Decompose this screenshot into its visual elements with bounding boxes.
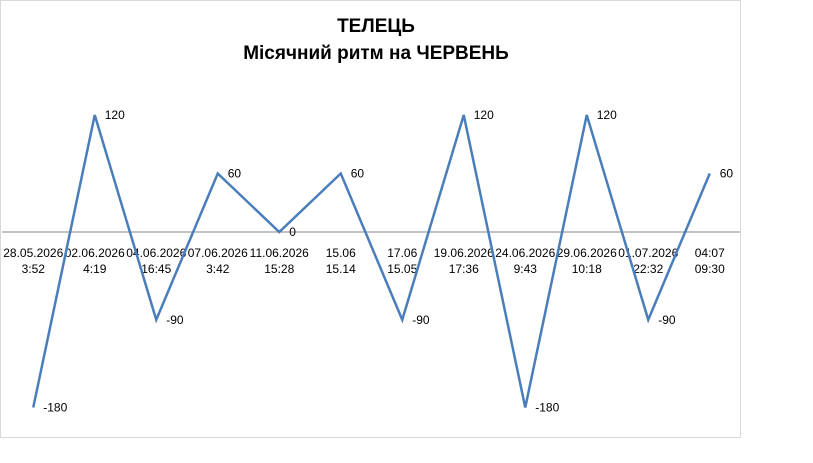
x-tick-label: 4:19 <box>83 262 107 276</box>
data-label: -90 <box>166 313 184 327</box>
x-tick-label: 04:07 <box>695 246 725 260</box>
chart-frame <box>0 0 741 438</box>
data-label: 120 <box>474 108 494 122</box>
x-tick-label: 17:36 <box>449 262 479 276</box>
data-label: -90 <box>412 313 430 327</box>
x-tick-label: 17.06 <box>387 246 417 260</box>
x-tick-label: 15.06 <box>326 246 356 260</box>
data-label: -180 <box>535 401 559 415</box>
x-tick-label: 29.06.2026 <box>557 246 617 260</box>
x-tick-label: 24.06.2026 <box>495 246 555 260</box>
x-tick-label: 02.06.2026 <box>65 246 125 260</box>
x-tick-label: 11.06.2026 <box>250 246 309 260</box>
x-tick-label: 16:45 <box>141 262 171 276</box>
x-tick-label: 19.06.2026 <box>434 246 494 260</box>
x-tick-label: 01.07.2026 <box>618 246 678 260</box>
x-tick-label: 15:28 <box>264 262 294 276</box>
data-label: 0 <box>289 225 296 239</box>
x-tick-label: 3:42 <box>206 262 230 276</box>
data-label: 120 <box>597 108 617 122</box>
data-label: 60 <box>351 167 365 181</box>
x-tick-label: 9:43 <box>514 262 538 276</box>
x-tick-label: 3:52 <box>22 262 46 276</box>
x-tick-label: 28.05.2026 <box>3 246 63 260</box>
x-tick-label: 09:30 <box>695 262 725 276</box>
data-label: -180 <box>43 401 67 415</box>
x-tick-label: 15.05 <box>387 262 417 276</box>
data-label: 60 <box>720 167 734 181</box>
x-tick-label: 10:18 <box>572 262 602 276</box>
data-label: -90 <box>658 313 676 327</box>
data-label: 60 <box>228 167 242 181</box>
x-tick-label: 07.06.2026 <box>188 246 248 260</box>
data-label: 120 <box>105 108 125 122</box>
x-tick-label: 15.14 <box>326 262 356 276</box>
line-series <box>32 114 711 408</box>
x-tick-label: 22:32 <box>633 262 663 276</box>
chart-subtitle: Місячний ритм на ЧЕРВЕНЬ <box>243 43 509 64</box>
chart-title: ТЕЛЕЦЬ <box>337 16 415 37</box>
x-tick-label: 04.06.2026 <box>126 246 186 260</box>
